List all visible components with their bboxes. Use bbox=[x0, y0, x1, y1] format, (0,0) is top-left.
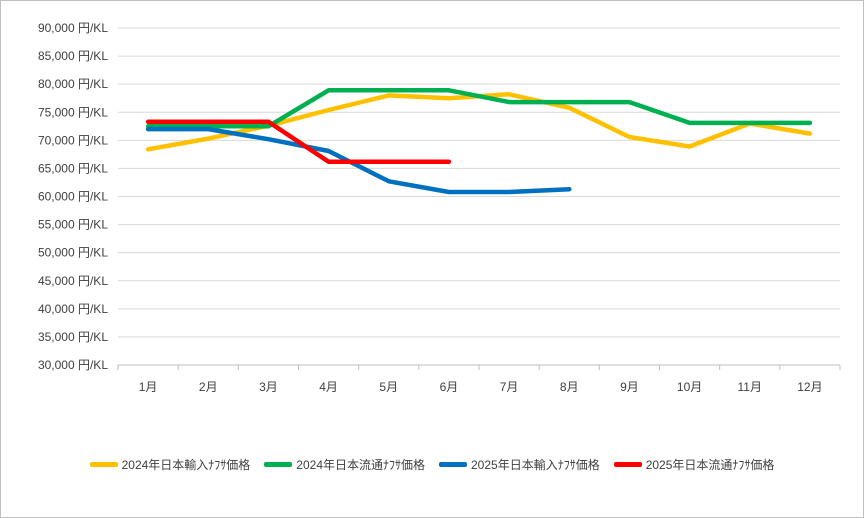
x-tick-label: 4月 bbox=[319, 380, 338, 394]
x-tick-label: 6月 bbox=[440, 380, 459, 394]
y-tick-label: 30,000 円/KL bbox=[38, 358, 108, 372]
x-axis-tick-labels: 1月 2月 3月 4月 5月 6月 7月 8月 9月 10月 11月 12月 bbox=[139, 380, 823, 394]
y-tick-label: 55,000 円/KL bbox=[38, 218, 108, 232]
y-tick-label: 35,000 円/KL bbox=[38, 330, 108, 344]
y-axis-tick-labels: 90,000 円/KL 85,000 円/KL 80,000 円/KL 75,000 … bbox=[38, 21, 108, 372]
y-tick-label: 85,000 円/KL bbox=[38, 49, 108, 63]
legend-label: 2025年日本流通ﾅﾌｻ価格 bbox=[645, 457, 775, 472]
y-tick-label: 90,000 円/KL bbox=[38, 21, 108, 35]
x-tick-label: 11月 bbox=[738, 380, 762, 394]
series-line-4 bbox=[145, 119, 452, 164]
legend-item-4: 2025年日本流通ﾅﾌｻ価格 bbox=[613, 456, 775, 473]
legend-item-3: 2025年日本輸入ﾅﾌｻ価格 bbox=[439, 456, 600, 473]
x-tick-label: 2月 bbox=[199, 380, 218, 394]
legend-swatch bbox=[89, 461, 118, 467]
x-tick-label: 7月 bbox=[500, 380, 519, 394]
legend-swatch bbox=[439, 461, 467, 467]
y-tick-label: 60,000 円/KL bbox=[38, 190, 108, 204]
y-tick-label: 50,000 円/KL bbox=[38, 246, 108, 260]
y-tick-label: 65,000 円/KL bbox=[38, 161, 108, 175]
x-tick-label: 10月 bbox=[677, 380, 702, 394]
x-tick-label: 3月 bbox=[259, 380, 278, 394]
y-tick-label: 70,000 円/KL bbox=[38, 133, 108, 147]
x-tick-label: 1月 bbox=[139, 380, 158, 394]
y-tick-label: 80,000 円/KL bbox=[38, 77, 108, 91]
legend-item-2: 2024年日本流通ﾅﾌｻ価格 bbox=[264, 456, 425, 473]
legend-label: 2024年日本流通ﾅﾌｻ価格 bbox=[296, 457, 425, 472]
legend-swatch bbox=[264, 461, 293, 467]
legend-swatch bbox=[613, 461, 642, 467]
series-line-3 bbox=[145, 126, 572, 195]
y-tick-label: 40,000 円/KL bbox=[38, 302, 108, 316]
x-tick-label: 8月 bbox=[560, 380, 579, 394]
x-tick-label: 5月 bbox=[379, 380, 398, 394]
gridlines bbox=[118, 27, 840, 366]
series-line-2 bbox=[145, 88, 813, 129]
x-tick-label: 12月 bbox=[797, 380, 822, 394]
legend-label: 2024年日本輸入ﾅﾌｻ価格 bbox=[121, 457, 251, 472]
x-axis bbox=[117, 364, 841, 370]
series-lines bbox=[145, 88, 813, 195]
legend-item-1: 2024年日本輸入ﾅﾌｻ価格 bbox=[89, 456, 251, 473]
x-tick-label: 9月 bbox=[620, 380, 639, 394]
legend-label: 2025年日本輸入ﾅﾌｻ価格 bbox=[471, 457, 600, 472]
y-tick-label: 45,000 円/KL bbox=[38, 274, 108, 288]
y-tick-label: 75,000 円/KL bbox=[38, 105, 108, 119]
legend: 2024年日本輸入ﾅﾌｻ価格 2024年日本流通ﾅﾌｻ価格 2025年日本輸入ﾅﾌｻ… bbox=[0, 452, 864, 476]
